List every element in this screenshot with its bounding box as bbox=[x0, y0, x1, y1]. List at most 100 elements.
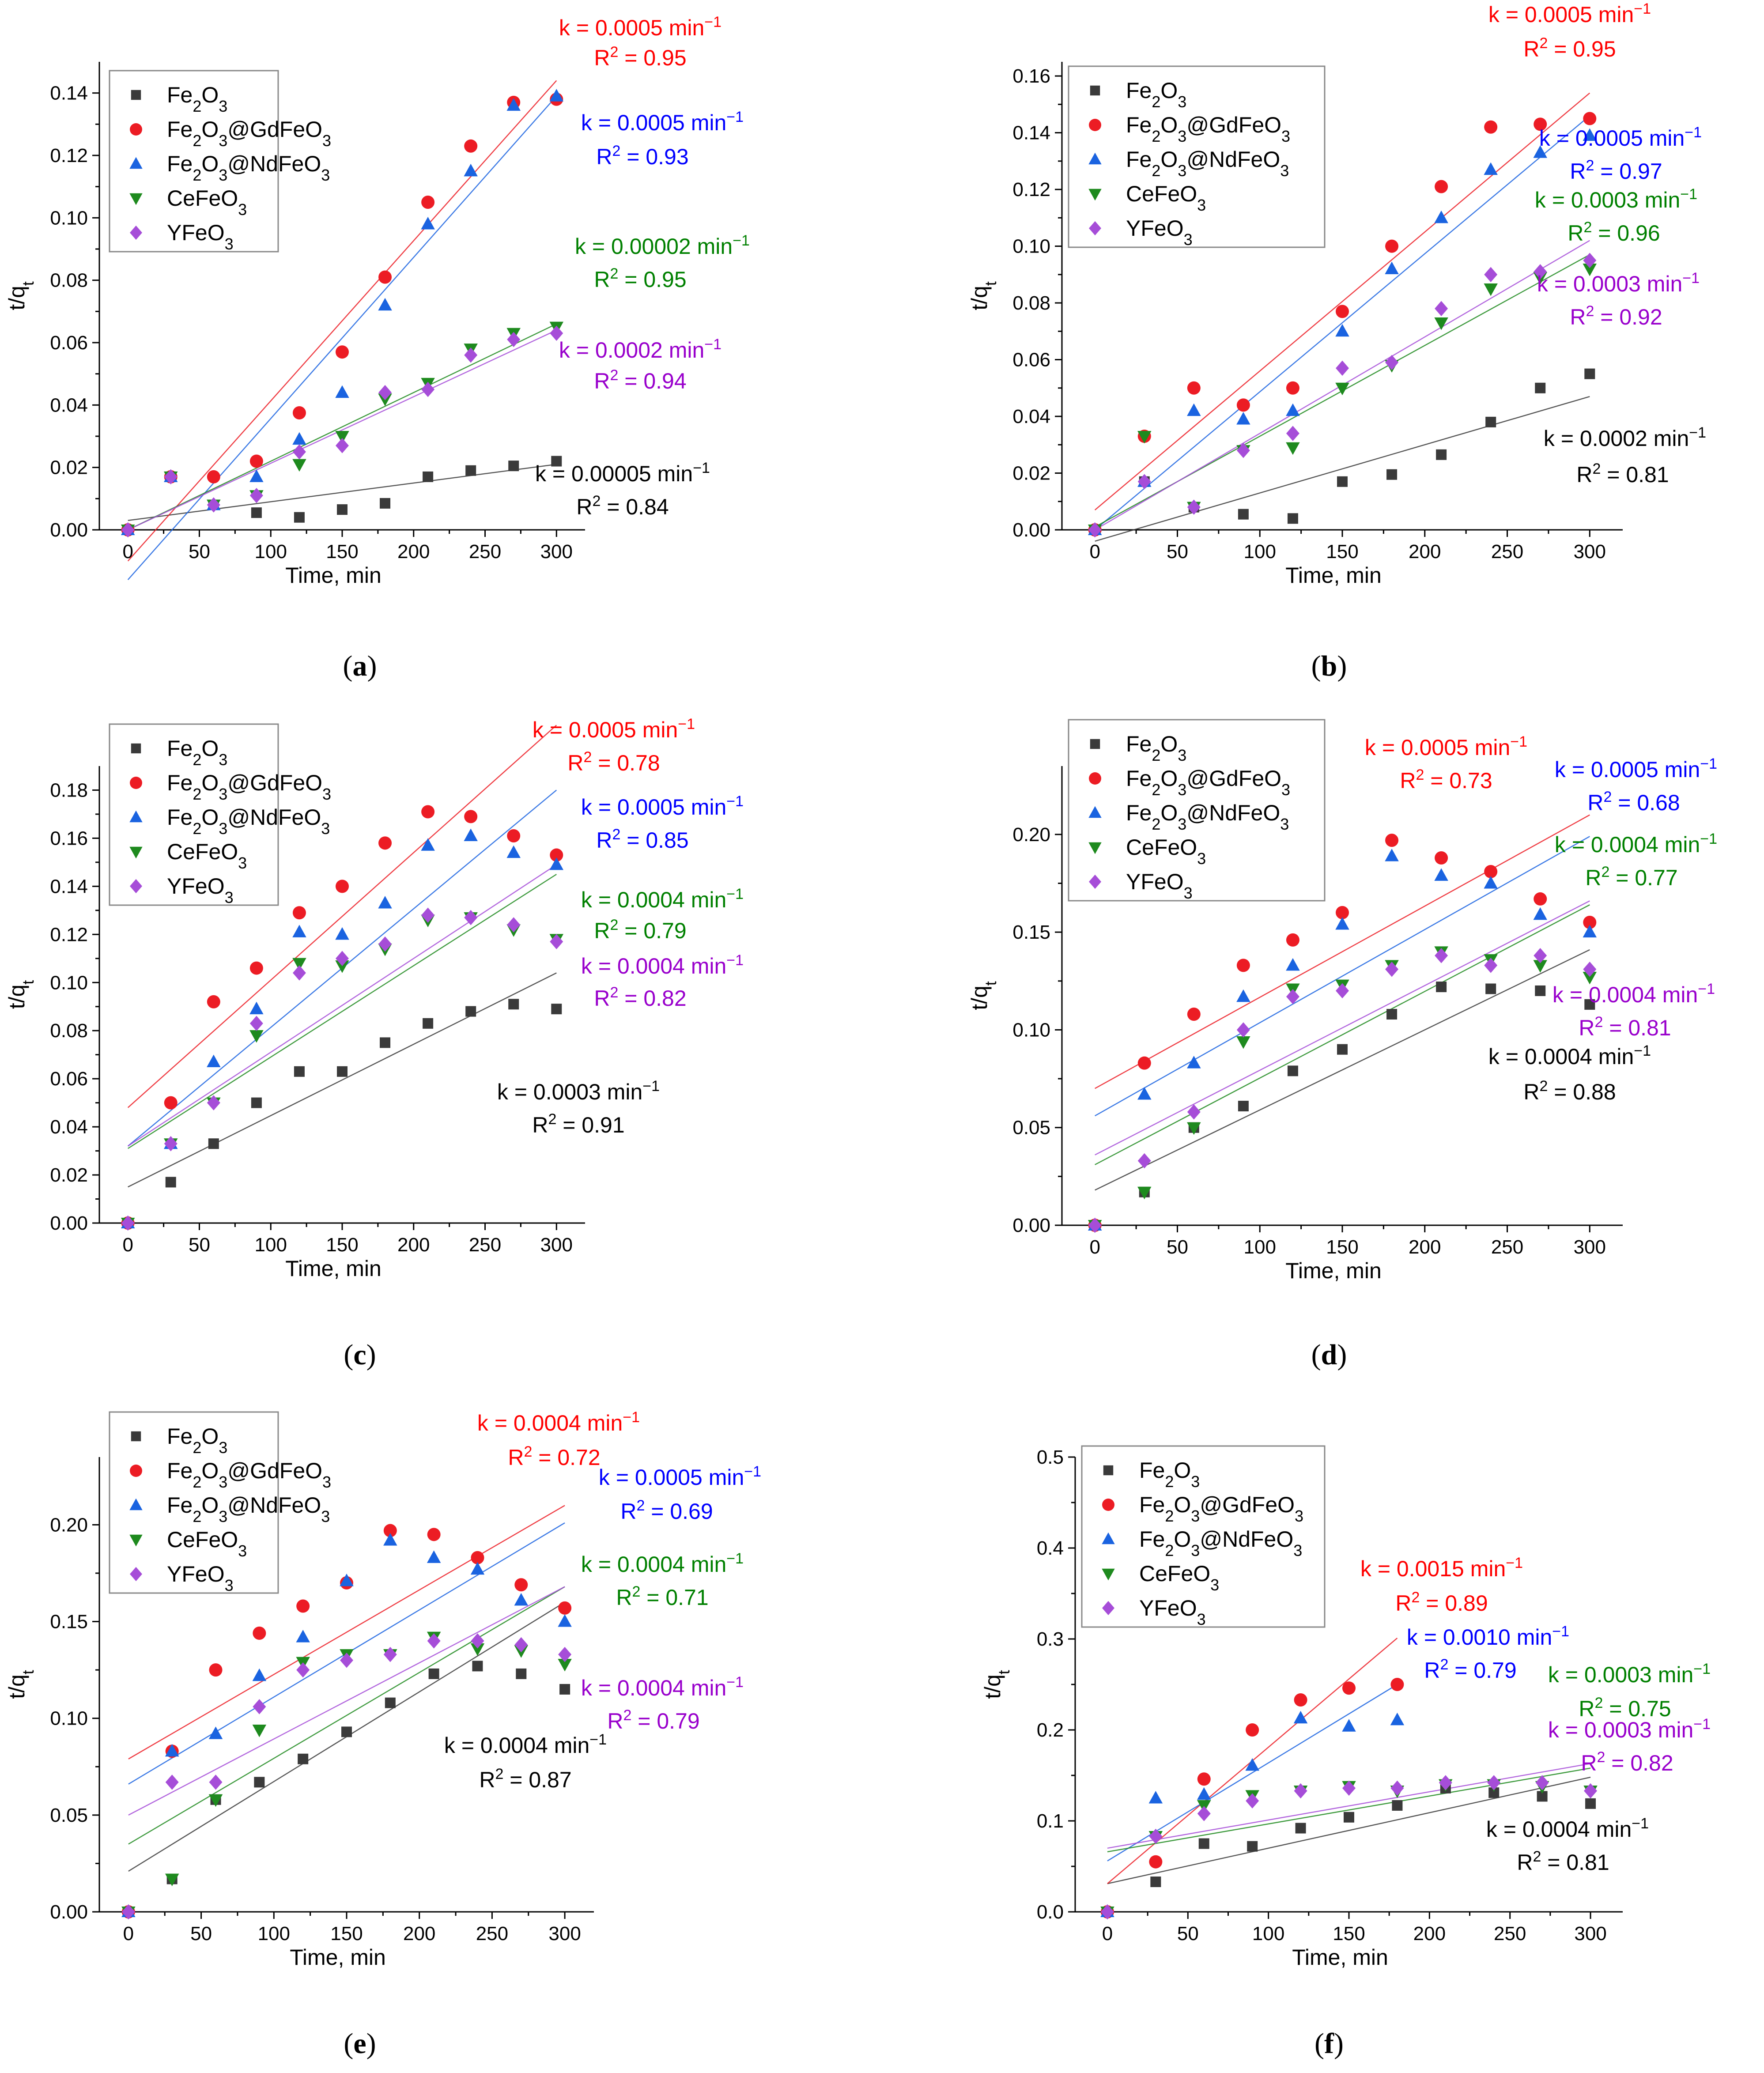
data-point-fe2o3 bbox=[1485, 416, 1496, 427]
data-point-fe2o3 bbox=[423, 1018, 434, 1029]
chart-panel-f: 0 50 100 150 200 250 300 0.0 0.1 0.2 0.3 0.4 0.5 Time… bbox=[980, 1445, 1711, 2060]
rate-constant-label: k = 0.0002 min−1 bbox=[1544, 424, 1706, 451]
data-point-yfeo3 bbox=[427, 1633, 441, 1649]
panel-caption: (d) bbox=[1311, 1339, 1347, 1371]
data-point-fe2o3-ndfeo3 bbox=[296, 1630, 310, 1643]
data-point-yfeo3 bbox=[1197, 1806, 1211, 1821]
r-squared-label: R2 = 0.94 bbox=[594, 367, 686, 393]
data-point-fe2o3-gdfeo3 bbox=[1484, 865, 1498, 878]
x-tick-label: 0 bbox=[1089, 1236, 1100, 1258]
data-point-yfeo3 bbox=[421, 907, 435, 923]
fit-line-yfeo3 bbox=[128, 1586, 565, 1816]
x-tick-label: 100 bbox=[1244, 1236, 1276, 1258]
data-point-fe2o3-ndfeo3 bbox=[335, 927, 349, 940]
r-squared-label: R2 = 0.95 bbox=[594, 44, 686, 70]
data-point-fe2o3-ndfeo3 bbox=[249, 469, 264, 482]
data-point-fe2o3-gdfeo3 bbox=[292, 906, 306, 920]
data-point-fe2o3-gdfeo3 bbox=[383, 1524, 397, 1537]
legend-entry: Fe2O3 bbox=[1126, 732, 1186, 764]
x-tick-label: 0 bbox=[123, 1923, 134, 1945]
x-tick-label: 0 bbox=[1102, 1923, 1113, 1945]
data-point-fe2o3-gdfeo3 bbox=[1435, 180, 1448, 193]
y-tick-label: 0.00 bbox=[50, 1901, 88, 1923]
legend-marker bbox=[129, 193, 143, 205]
r-squared-label: R2 = 0.68 bbox=[1587, 789, 1680, 815]
y-tick-label: 0.4 bbox=[1037, 1537, 1064, 1559]
x-tick-label: 300 bbox=[1574, 1923, 1606, 1945]
data-point-fe2o3-gdfeo3 bbox=[249, 961, 263, 975]
data-point-yfeo3 bbox=[121, 1904, 135, 1920]
x-tick-label: 50 bbox=[189, 541, 210, 563]
data-point-cefeo3 bbox=[1335, 382, 1349, 396]
panel-caption: (f) bbox=[1315, 2028, 1344, 2060]
data-point-fe2o3-gdfeo3 bbox=[1583, 916, 1597, 929]
legend-marker bbox=[1090, 739, 1100, 749]
data-point-fe2o3 bbox=[1238, 1101, 1249, 1112]
fit-line-fe2o3-gdfeo3 bbox=[127, 725, 557, 1108]
r-squared-label: R2 = 0.81 bbox=[1576, 461, 1669, 487]
data-point-fe2o3-ndfeo3 bbox=[514, 1593, 529, 1606]
y-tick-label: 0.20 bbox=[1012, 824, 1050, 846]
fit-line-yfeo3 bbox=[128, 864, 557, 1147]
data-point-yfeo3 bbox=[514, 1637, 528, 1653]
data-point-fe2o3 bbox=[1386, 469, 1398, 480]
data-point-fe2o3-ndfeo3 bbox=[1385, 261, 1399, 274]
data-point-yfeo3 bbox=[1484, 958, 1498, 973]
data-point-fe2o3-ndfeo3 bbox=[252, 1668, 267, 1681]
data-point-fe2o3-gdfeo3 bbox=[336, 880, 349, 893]
data-point-yfeo3 bbox=[1137, 1153, 1151, 1169]
data-point-yfeo3 bbox=[471, 1633, 484, 1649]
panel-caption: (c) bbox=[344, 1339, 376, 1371]
data-point-yfeo3 bbox=[165, 1775, 179, 1790]
data-point-fe2o3-ndfeo3 bbox=[549, 89, 564, 102]
data-point-fe2o3 bbox=[1287, 1065, 1298, 1076]
data-point-fe2o3-gdfeo3 bbox=[507, 829, 521, 842]
data-point-yfeo3 bbox=[1583, 962, 1597, 977]
data-point-fe2o3-ndfeo3 bbox=[340, 1574, 354, 1586]
legend-marker bbox=[1102, 1532, 1115, 1544]
y-tick-label: 0.00 bbox=[50, 1212, 88, 1234]
y-tick-label: 0.18 bbox=[50, 779, 88, 801]
rate-constant-label: k = 0.0004 min−1 bbox=[581, 1674, 744, 1700]
data-point-yfeo3 bbox=[1390, 1780, 1404, 1796]
data-point-fe2o3 bbox=[1485, 983, 1496, 994]
y-axis-label: t/qt bbox=[980, 1670, 1013, 1699]
data-point-yfeo3 bbox=[207, 497, 220, 513]
data-point-fe2o3-ndfeo3 bbox=[1484, 876, 1498, 889]
y-tick-label: 0.04 bbox=[50, 394, 88, 416]
fit-line-cefeo3 bbox=[128, 323, 557, 531]
data-point-yfeo3 bbox=[1187, 499, 1201, 515]
legend bbox=[1068, 65, 1326, 248]
data-point-fe2o3-gdfeo3 bbox=[1286, 381, 1299, 395]
legend bbox=[1068, 719, 1326, 902]
y-tick-label: 0.06 bbox=[50, 1068, 88, 1090]
data-point-fe2o3-ndfeo3 bbox=[549, 857, 564, 870]
x-tick-label: 150 bbox=[1326, 1236, 1358, 1258]
data-point-cefeo3 bbox=[1484, 283, 1498, 296]
data-point-fe2o3-gdfeo3 bbox=[464, 810, 478, 823]
x-axis-label: Time, min bbox=[290, 1945, 386, 1970]
x-tick-label: 250 bbox=[476, 1923, 508, 1945]
data-point-fe2o3-gdfeo3 bbox=[558, 1601, 572, 1615]
x-tick-label: 0 bbox=[1089, 541, 1100, 563]
y-tick-label: 0.08 bbox=[1012, 292, 1050, 314]
legend-marker bbox=[130, 879, 142, 894]
r-squared-label: R2 = 0.84 bbox=[576, 493, 669, 519]
y-tick-label: 0.10 bbox=[1012, 236, 1050, 257]
data-point-fe2o3-gdfeo3 bbox=[378, 836, 392, 850]
y-tick-label: 0.00 bbox=[50, 519, 88, 541]
data-point-yfeo3 bbox=[1236, 1022, 1250, 1038]
data-point-fe2o3 bbox=[294, 1066, 305, 1077]
fit-line-fe2o3 bbox=[128, 972, 557, 1188]
data-point-fe2o3-ndfeo3 bbox=[1533, 145, 1547, 158]
legend-entry: Fe2O3 bbox=[1139, 1458, 1200, 1491]
legend-entry: Fe2O3@NdFeO3 bbox=[167, 151, 330, 184]
r-squared-label: R2 = 0.78 bbox=[567, 749, 660, 775]
y-axis-label: t/qt bbox=[967, 281, 1000, 310]
x-tick-label: 200 bbox=[1409, 541, 1441, 563]
data-point-fe2o3-gdfeo3 bbox=[1236, 959, 1250, 972]
r-squared-label: R2 = 0.79 bbox=[1424, 1656, 1516, 1683]
data-point-fe2o3-ndfeo3 bbox=[292, 432, 306, 445]
y-tick-label: 0.06 bbox=[50, 332, 88, 354]
x-tick-label: 200 bbox=[403, 1923, 435, 1945]
